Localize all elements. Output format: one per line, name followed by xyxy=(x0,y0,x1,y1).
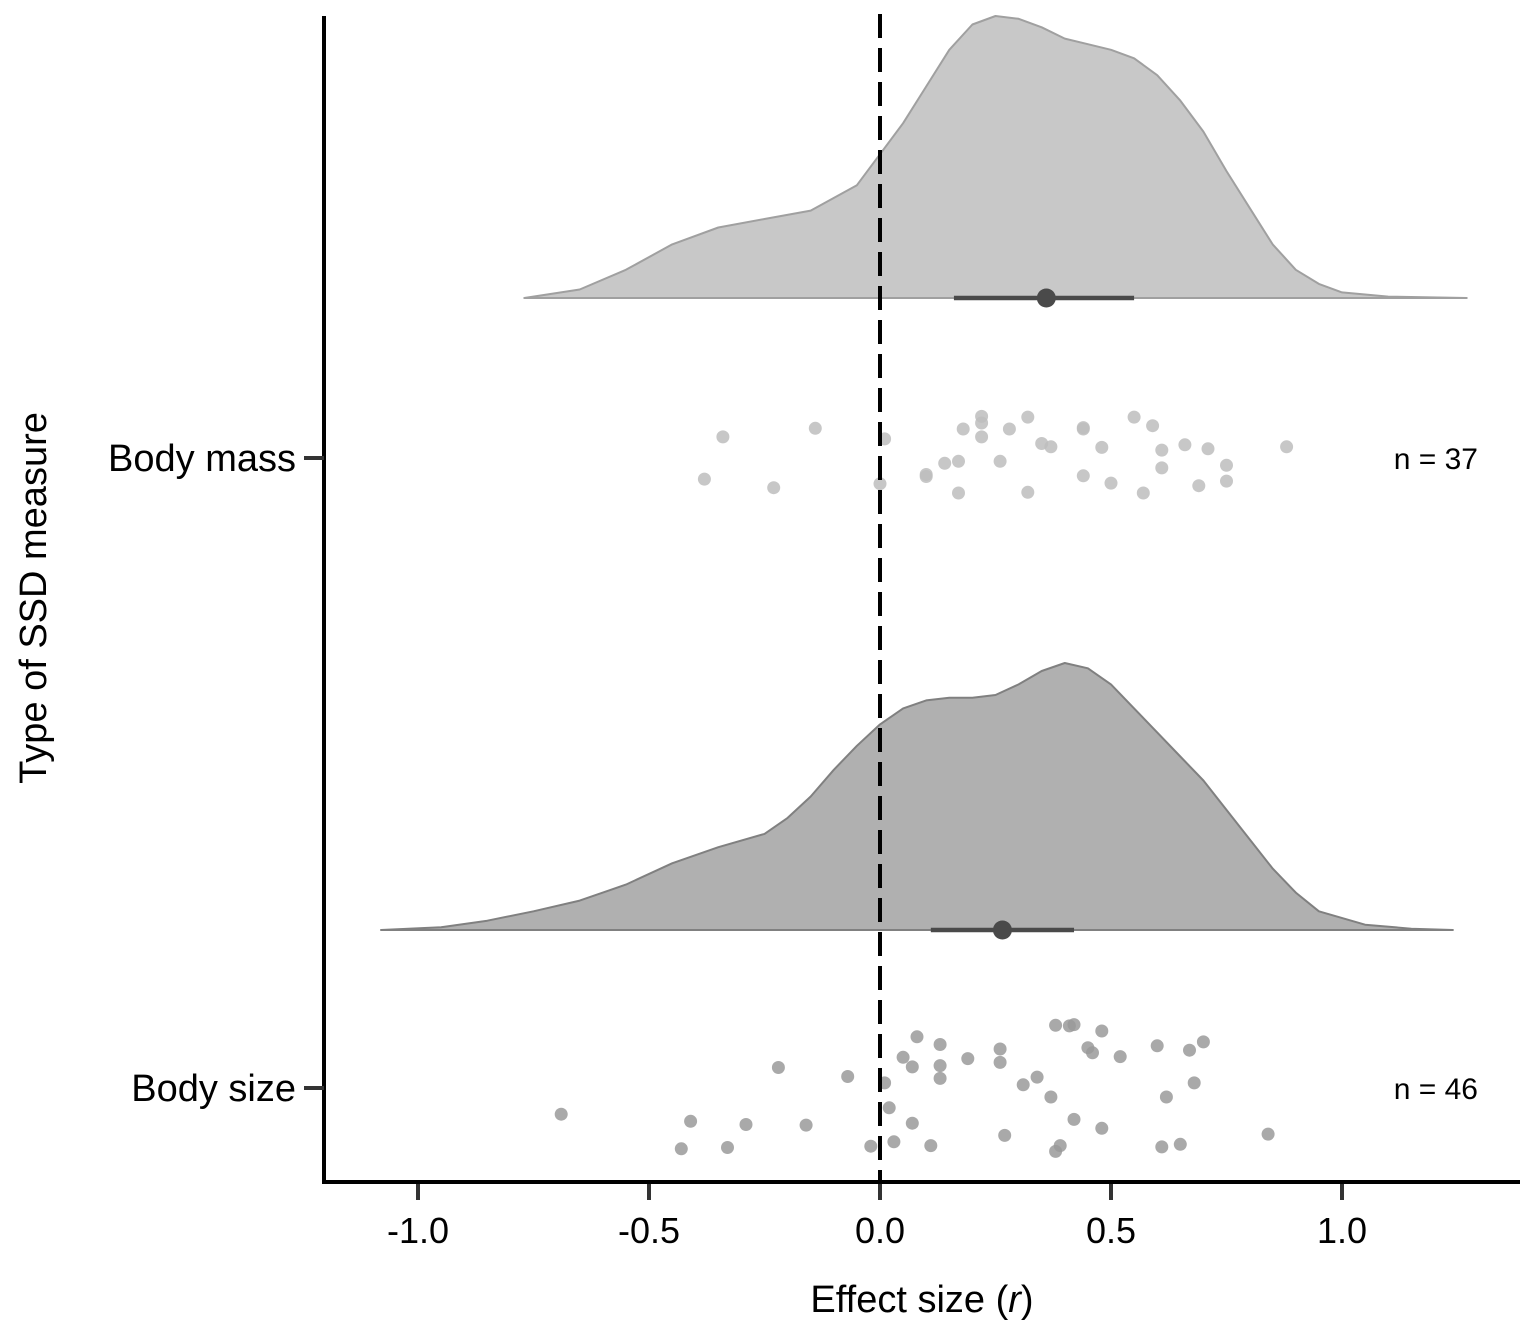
data-point-body-size xyxy=(910,1030,924,1044)
data-point-body-size xyxy=(993,1042,1007,1056)
data-point-body-mass xyxy=(1095,440,1109,454)
data-point-body-mass xyxy=(1155,461,1169,475)
data-point-body-mass xyxy=(808,421,822,435)
x-tick-label: 0.5 xyxy=(1086,1210,1136,1251)
density-layer xyxy=(380,15,1468,931)
data-point-body-size xyxy=(905,1116,919,1130)
data-point-body-size xyxy=(799,1118,813,1132)
data-point-body-size xyxy=(1016,1078,1030,1092)
data-point-body-mass xyxy=(1146,419,1160,433)
x-tick-label: 0.0 xyxy=(855,1210,905,1251)
density-body-mass xyxy=(523,15,1468,299)
data-point-body-size xyxy=(721,1141,734,1154)
data-point-body-size xyxy=(1155,1140,1169,1154)
data-point-body-mass xyxy=(1280,440,1294,454)
data-point-body-mass xyxy=(952,486,965,500)
data-point-body-size xyxy=(896,1050,910,1064)
data-point-body-size xyxy=(887,1135,901,1149)
data-point-body-mass xyxy=(1201,442,1215,456)
data-point-body-size xyxy=(1113,1050,1127,1064)
x-axis-title: Effect size (r) xyxy=(810,1279,1033,1321)
data-point-body-mass xyxy=(1076,421,1090,435)
x-tick-label: -0.5 xyxy=(618,1210,680,1251)
data-point-body-size xyxy=(1095,1121,1109,1135)
mean-point-body-mass xyxy=(1036,288,1056,308)
data-point-body-size xyxy=(998,1128,1012,1142)
data-point-body-mass xyxy=(873,477,887,491)
data-point-body-size xyxy=(993,1055,1007,1069)
data-point-body-size xyxy=(1030,1070,1044,1084)
data-point-body-size xyxy=(961,1052,975,1066)
data-point-body-mass xyxy=(975,430,989,444)
data-point-body-mass xyxy=(1136,486,1150,500)
data-point-body-mass xyxy=(716,430,730,444)
data-point-body-size xyxy=(1187,1076,1201,1090)
data-point-body-size xyxy=(864,1139,878,1153)
data-point-body-mass xyxy=(697,472,711,486)
density-body-size xyxy=(380,662,1454,931)
data-point-body-size xyxy=(1159,1090,1173,1104)
data-point-body-mass xyxy=(1220,474,1233,488)
y-category-labels: Body mass Body size xyxy=(108,438,324,1110)
y-label-body-mass: Body mass xyxy=(108,438,296,480)
data-point-body-mass xyxy=(938,456,952,470)
data-point-body-size xyxy=(684,1114,698,1128)
data-point-body-size xyxy=(1086,1046,1099,1060)
n-label-body-size: n = 46 xyxy=(1394,1073,1478,1106)
x-ticks: -1.0 -0.5 0.0 0.5 1.0 xyxy=(387,1184,1367,1251)
data-point-body-size xyxy=(1150,1039,1164,1053)
data-point-body-mass xyxy=(1104,476,1118,490)
data-point-body-size xyxy=(841,1070,855,1083)
data-point-body-mass xyxy=(1127,410,1141,424)
mean-ci-layer xyxy=(930,288,1135,940)
data-point-body-mass xyxy=(975,416,989,430)
data-point-body-mass xyxy=(1076,469,1090,483)
data-point-body-mass xyxy=(952,454,965,468)
data-point-body-mass xyxy=(993,454,1007,468)
data-point-body-size xyxy=(1053,1139,1067,1153)
data-point-body-mass xyxy=(1178,438,1192,452)
data-point-body-size xyxy=(933,1071,947,1085)
data-point-body-mass xyxy=(1021,485,1035,499)
data-point-body-mass xyxy=(1044,440,1058,454)
data-point-body-size xyxy=(1196,1035,1210,1049)
mean-point-body-size xyxy=(992,920,1012,940)
y-label-body-size: Body size xyxy=(131,1068,296,1110)
data-point-body-size xyxy=(1261,1127,1275,1141)
data-point-body-mass xyxy=(1220,458,1233,472)
data-point-body-mass xyxy=(1192,479,1206,493)
data-point-body-size xyxy=(933,1038,947,1051)
points-layer xyxy=(554,409,1294,1158)
data-point-body-size xyxy=(905,1060,919,1074)
data-point-body-mass xyxy=(956,422,970,436)
n-label-body-mass: n = 37 xyxy=(1394,443,1478,476)
data-point-body-mass xyxy=(1021,410,1035,424)
data-point-body-mass xyxy=(919,470,933,483)
x-tick-label: -1.0 xyxy=(387,1210,449,1251)
data-point-body-mass xyxy=(767,481,781,495)
data-point-body-size xyxy=(1183,1043,1196,1057)
data-point-body-size xyxy=(674,1142,688,1156)
data-point-body-size xyxy=(1067,1112,1081,1126)
data-point-body-size xyxy=(1049,1018,1063,1032)
data-point-body-size xyxy=(739,1118,753,1131)
data-point-body-mass xyxy=(1155,443,1169,457)
data-point-body-size xyxy=(933,1059,947,1073)
data-point-body-size xyxy=(1067,1018,1081,1032)
data-point-body-size xyxy=(1173,1137,1187,1151)
x-tick-label: 1.0 xyxy=(1317,1210,1367,1251)
data-point-body-size xyxy=(1095,1024,1109,1038)
y-axis-title: Type of SSD measure xyxy=(13,412,55,784)
data-point-body-size xyxy=(882,1101,896,1115)
data-point-body-size xyxy=(554,1107,568,1121)
data-point-body-mass xyxy=(1002,422,1016,436)
data-point-body-size xyxy=(771,1061,785,1074)
n-labels: n = 37 n = 46 xyxy=(1394,443,1478,1106)
data-point-body-size xyxy=(1044,1090,1058,1104)
data-point-body-size xyxy=(924,1139,938,1153)
